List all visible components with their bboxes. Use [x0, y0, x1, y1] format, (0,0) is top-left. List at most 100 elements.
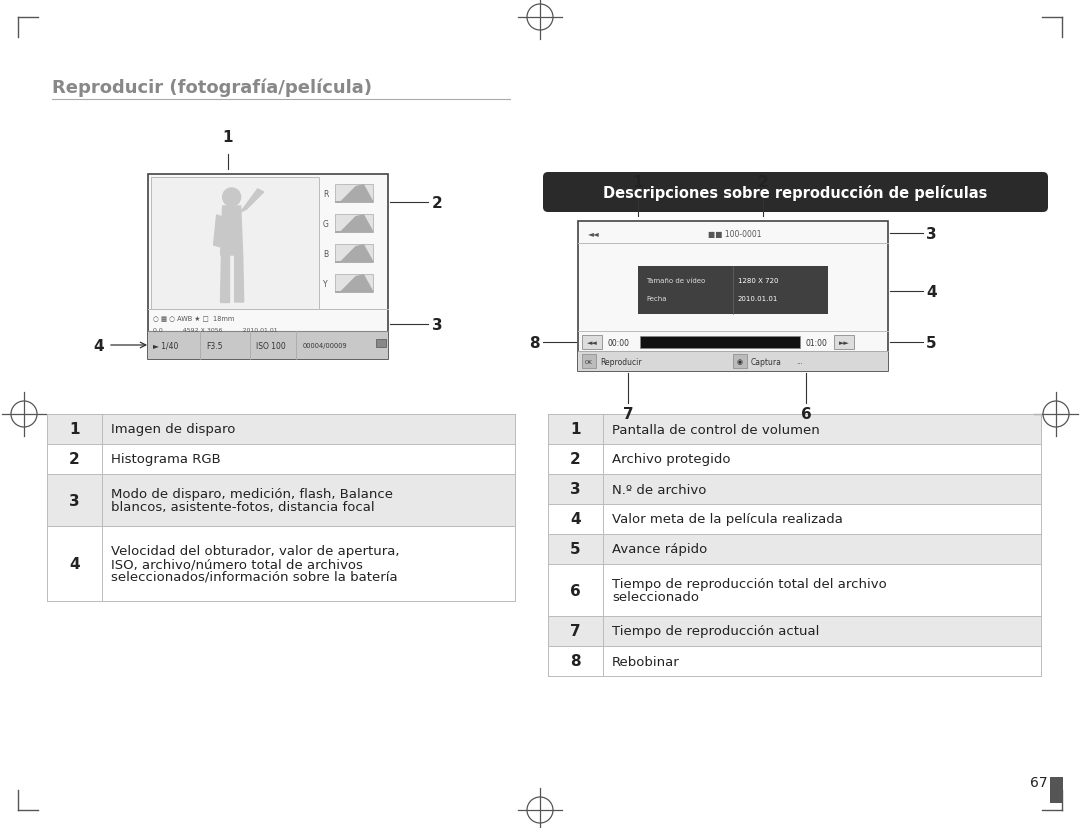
Bar — [335, 275, 373, 292]
Text: Fecha: Fecha — [646, 296, 666, 301]
Text: Y: Y — [323, 279, 327, 288]
Text: 0.0          4592 X 3056          2010.01.01: 0.0 4592 X 3056 2010.01.01 — [153, 327, 278, 332]
Text: 1: 1 — [69, 422, 80, 437]
Text: 2010.01.01: 2010.01.01 — [738, 296, 779, 301]
Text: 00:00: 00:00 — [608, 338, 630, 347]
Text: 7: 7 — [570, 623, 581, 638]
Polygon shape — [335, 215, 373, 233]
Polygon shape — [335, 246, 373, 262]
Polygon shape — [214, 216, 222, 248]
Text: seleccionados/información sobre la batería: seleccionados/información sobre la bater… — [111, 570, 397, 583]
Text: 5: 5 — [570, 542, 581, 556]
Bar — [48, 527, 515, 601]
Text: 4: 4 — [570, 512, 581, 527]
Text: 1: 1 — [222, 130, 233, 145]
Text: 6: 6 — [570, 583, 581, 598]
Text: 01:00: 01:00 — [806, 338, 828, 347]
Bar — [548, 534, 1041, 565]
Text: 4: 4 — [69, 556, 80, 571]
Text: 2: 2 — [69, 452, 80, 467]
Text: 7: 7 — [623, 407, 633, 421]
Bar — [733, 354, 747, 368]
Bar — [335, 245, 373, 262]
Text: ○ ▦ ○ AWB ★ □  18mm: ○ ▦ ○ AWB ★ □ 18mm — [153, 315, 234, 321]
Text: Tiempo de reproducción actual: Tiempo de reproducción actual — [612, 625, 820, 638]
Text: 1: 1 — [570, 422, 581, 437]
Text: OK: OK — [585, 359, 593, 364]
Bar — [335, 214, 373, 233]
Text: Pantalla de control de volumen: Pantalla de control de volumen — [612, 423, 820, 436]
Text: Reproducir (fotografía/película): Reproducir (fotografía/película) — [52, 78, 372, 96]
Text: Histograma RGB: Histograma RGB — [111, 453, 220, 466]
Text: 5: 5 — [926, 335, 936, 350]
Bar — [148, 175, 388, 359]
Text: 3: 3 — [926, 226, 936, 241]
Polygon shape — [241, 190, 264, 213]
Text: Reproducir: Reproducir — [600, 357, 642, 366]
Text: 4: 4 — [926, 284, 936, 299]
Text: ► 1/40: ► 1/40 — [153, 341, 178, 350]
Text: 8: 8 — [529, 335, 540, 350]
Text: 00004/00009: 00004/00009 — [303, 343, 348, 349]
Bar — [548, 445, 1041, 474]
Text: Archivo protegido: Archivo protegido — [612, 453, 730, 466]
Text: ◄◄: ◄◄ — [586, 339, 597, 345]
FancyBboxPatch shape — [543, 173, 1048, 213]
Bar — [335, 185, 373, 203]
Text: seleccionado: seleccionado — [612, 590, 699, 604]
Text: ISO 100: ISO 100 — [256, 341, 286, 350]
Text: 1280 X 720: 1280 X 720 — [738, 277, 779, 284]
Bar — [640, 337, 800, 349]
Polygon shape — [335, 185, 373, 203]
Bar — [638, 267, 828, 315]
Text: 2: 2 — [432, 195, 443, 210]
Bar — [151, 178, 319, 310]
Text: Modo de disparo, medición, flash, Balance: Modo de disparo, medición, flash, Balanc… — [111, 488, 393, 500]
Text: Descripciones sobre reproducción de películas: Descripciones sobre reproducción de pelí… — [604, 185, 988, 200]
Text: ISO, archivo/número total de archivos: ISO, archivo/número total de archivos — [111, 557, 363, 570]
Bar — [582, 354, 596, 368]
Text: Valor meta de la película realizada: Valor meta de la película realizada — [612, 513, 842, 526]
Text: Tiempo de reproducción total del archivo: Tiempo de reproducción total del archivo — [612, 577, 887, 590]
Circle shape — [222, 189, 241, 207]
Text: 8: 8 — [570, 654, 581, 669]
Text: Captura: Captura — [751, 357, 782, 366]
Polygon shape — [220, 207, 243, 256]
Bar — [578, 352, 888, 372]
Text: Imagen de disparo: Imagen de disparo — [111, 423, 235, 436]
Text: G: G — [323, 219, 329, 229]
Text: 67: 67 — [1030, 775, 1048, 789]
Text: 3: 3 — [432, 317, 443, 332]
Text: ■■ 100-0001: ■■ 100-0001 — [708, 229, 761, 238]
Bar — [48, 445, 515, 474]
Text: ►►: ►► — [839, 339, 849, 345]
Bar — [548, 616, 1041, 646]
Bar — [48, 474, 515, 527]
Text: 3: 3 — [570, 482, 581, 497]
Polygon shape — [234, 256, 244, 303]
Bar — [148, 331, 388, 359]
Text: 2: 2 — [758, 175, 768, 190]
Text: 1: 1 — [633, 175, 644, 190]
Bar — [48, 415, 515, 445]
Bar — [548, 646, 1041, 676]
Text: ◉: ◉ — [737, 359, 743, 364]
Text: ...: ... — [796, 359, 802, 364]
Text: ◄◄: ◄◄ — [588, 229, 599, 238]
Text: 2: 2 — [570, 452, 581, 467]
Text: 3: 3 — [69, 493, 80, 508]
Text: B: B — [323, 249, 328, 258]
Text: blancos, asistente-fotos, distancia focal: blancos, asistente-fotos, distancia foca… — [111, 500, 375, 513]
Text: 4: 4 — [93, 338, 104, 353]
Text: Tamaño de vídeo: Tamaño de vídeo — [646, 277, 705, 284]
Text: Avance rápido: Avance rápido — [612, 543, 707, 556]
Text: 6: 6 — [800, 407, 811, 421]
Bar — [834, 335, 854, 349]
Text: F3.5: F3.5 — [206, 341, 222, 350]
Bar — [548, 565, 1041, 616]
Polygon shape — [219, 256, 229, 303]
Bar — [376, 339, 386, 348]
Text: N.º de archivo: N.º de archivo — [612, 483, 706, 496]
Text: R: R — [323, 190, 328, 198]
Bar — [578, 222, 888, 372]
